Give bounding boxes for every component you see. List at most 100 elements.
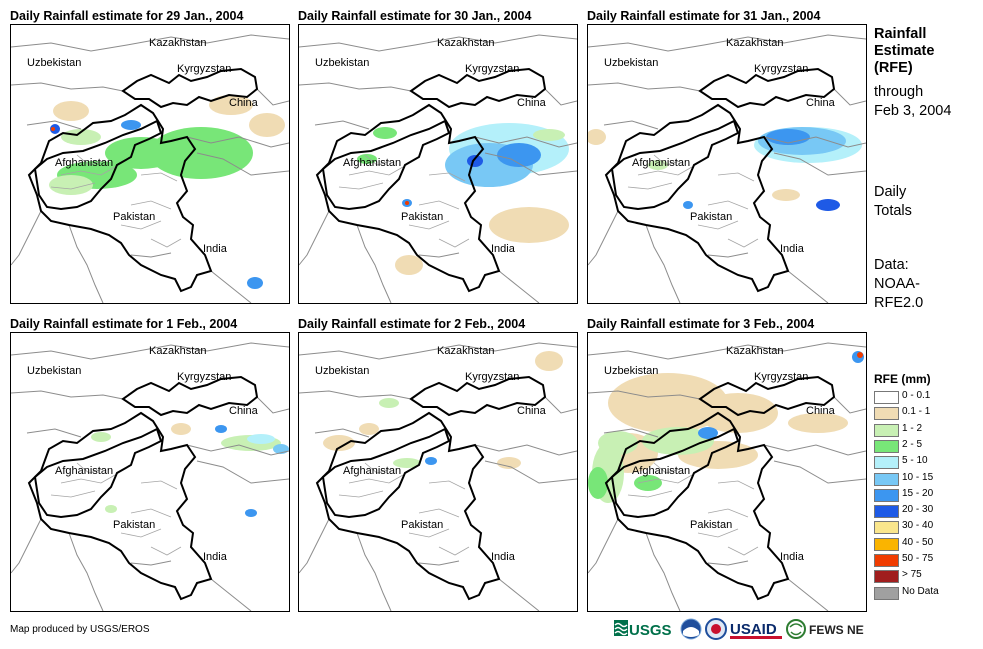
rainfall-area xyxy=(247,277,263,289)
fews-net-logo: FEWS NET xyxy=(786,619,864,639)
map-label-uzbekistan: Uzbekistan xyxy=(315,365,370,377)
map-label-india: India xyxy=(203,243,227,255)
legend-swatch xyxy=(874,472,899,486)
sidebar-data-label: Data: xyxy=(874,257,909,273)
title-line-3: (RFE) xyxy=(874,60,913,76)
sidebar-totals: Totals xyxy=(874,203,912,219)
rainfall-area xyxy=(642,427,714,455)
nasa-seal-logo xyxy=(705,618,727,640)
map-label-pakistan: Pakistan xyxy=(113,211,156,223)
rainfall-area xyxy=(51,127,55,131)
map-label-pakistan: Pakistan xyxy=(401,211,444,223)
map-label-kyrgyzstan: Kyrgyzstan xyxy=(177,371,232,383)
map-label-kyrgyzstan: Kyrgyzstan xyxy=(177,63,232,75)
legend-label: > 75 xyxy=(902,569,922,581)
legend-swatch xyxy=(874,521,899,535)
rainfall-area xyxy=(171,423,191,435)
legend-swatch xyxy=(874,407,899,421)
map-label-china: China xyxy=(806,97,835,109)
legend-swatch xyxy=(874,439,899,453)
panel-title-4: Daily Rainfall estimate for 1 Feb., 2004 xyxy=(10,317,238,331)
map-label-china: China xyxy=(229,405,258,417)
map-label-india: India xyxy=(491,243,515,255)
map-label-kazakhstan: Kazakhstan xyxy=(726,37,784,49)
legend-swatch xyxy=(874,570,899,584)
noaa-logo xyxy=(680,618,702,640)
rainfall-area xyxy=(497,143,541,167)
map-label-kyrgyzstan: Kyrgyzstan xyxy=(754,371,809,383)
rainfall-area xyxy=(215,425,227,433)
base-map xyxy=(588,34,866,303)
svg-text:USGS: USGS xyxy=(629,622,672,639)
map-label-china: China xyxy=(517,405,546,417)
map-label-afghanistan: Afghanistan xyxy=(55,465,114,477)
rainfall-area xyxy=(588,467,608,499)
map-label-pakistan: Pakistan xyxy=(690,519,733,531)
map-label-uzbekistan: Uzbekistan xyxy=(27,365,82,377)
rainfall-area xyxy=(379,398,399,408)
map-label-kyrgyzstan: Kyrgyzstan xyxy=(465,371,520,383)
map-label-kyrgyzstan: Kyrgyzstan xyxy=(465,63,520,75)
rainfall-area xyxy=(393,458,421,468)
sidebar-data-source-1: NOAA- xyxy=(874,276,920,292)
legend-swatch xyxy=(874,537,899,551)
map-label-kyrgyzstan: Kyrgyzstan xyxy=(754,63,809,75)
sidebar-data-source-2: RFE2.0 xyxy=(874,295,924,311)
rainfall-area xyxy=(359,423,379,435)
panel-title-1: Daily Rainfall estimate for 29 Jan., 200… xyxy=(10,9,244,23)
rainfall-area xyxy=(489,207,569,243)
rainfall-map-2-feb: Kazakhstan Uzbekistan Kyrgyzstan China Afgha… xyxy=(298,332,578,612)
usgs-logo: USGS xyxy=(614,620,672,639)
base-map xyxy=(11,342,289,611)
legend-label: 2 - 5 xyxy=(902,438,923,450)
title-line-2: Estimate xyxy=(874,43,935,59)
map-label-pakistan: Pakistan xyxy=(690,211,733,223)
sidebar-daily: Daily xyxy=(874,184,907,200)
map-label-china: China xyxy=(806,405,835,417)
map-label-pakistan: Pakistan xyxy=(401,519,444,531)
map-label-uzbekistan: Uzbekistan xyxy=(604,365,659,377)
rainfall-area xyxy=(588,129,606,145)
rainfall-area xyxy=(857,352,863,358)
map-credit: Map produced by USGS/EROS xyxy=(10,624,150,635)
legend-label: 10 - 15 xyxy=(902,471,934,483)
map-label-uzbekistan: Uzbekistan xyxy=(315,57,370,69)
map-label-afghanistan: Afghanistan xyxy=(632,465,691,477)
map-label-uzbekistan: Uzbekistan xyxy=(604,57,659,69)
rainfall-area xyxy=(698,427,718,439)
rainfall-area xyxy=(634,475,662,491)
rainfall-area xyxy=(425,457,437,465)
legend-swatch xyxy=(874,554,899,567)
rainfall-area xyxy=(53,101,89,121)
panel-title-2: Daily Rainfall estimate for 30 Jan., 200… xyxy=(298,9,532,23)
map-label-china: China xyxy=(517,97,546,109)
legend-swatch xyxy=(874,505,899,519)
map-label-china: China xyxy=(229,97,258,109)
map-label-kazakhstan: Kazakhstan xyxy=(149,345,207,357)
rainfall-area xyxy=(533,129,565,141)
rainfall-area xyxy=(245,509,257,517)
legend-swatch xyxy=(874,391,899,404)
legend-label: 0 - 0.1 xyxy=(902,390,931,401)
rainfall-area xyxy=(405,201,409,205)
sidebar-through: through xyxy=(874,84,924,100)
map-label-afghanistan: Afghanistan xyxy=(55,157,114,169)
base-map xyxy=(299,342,577,611)
map-label-afghanistan: Afghanistan xyxy=(632,157,691,169)
rainfall-area xyxy=(395,255,423,275)
rainfall-area xyxy=(209,95,253,115)
legend-label: 40 - 50 xyxy=(902,536,934,548)
legend-label: 0.1 - 1 xyxy=(902,406,931,418)
panel-title-3: Daily Rainfall estimate for 31 Jan., 200… xyxy=(587,9,821,23)
base-map xyxy=(299,34,577,303)
rainfall-area xyxy=(247,434,275,444)
legend-swatch xyxy=(874,456,899,470)
rainfall-area xyxy=(608,373,728,433)
rainfall-area xyxy=(323,435,355,451)
legend-label: 5 - 10 xyxy=(902,455,928,467)
svg-text:FEWS NET: FEWS NET xyxy=(809,623,864,637)
map-label-india: India xyxy=(780,243,804,255)
usaid-logo: USAID xyxy=(730,621,782,639)
map-label-kazakhstan: Kazakhstan xyxy=(726,345,784,357)
map-label-pakistan: Pakistan xyxy=(113,519,156,531)
